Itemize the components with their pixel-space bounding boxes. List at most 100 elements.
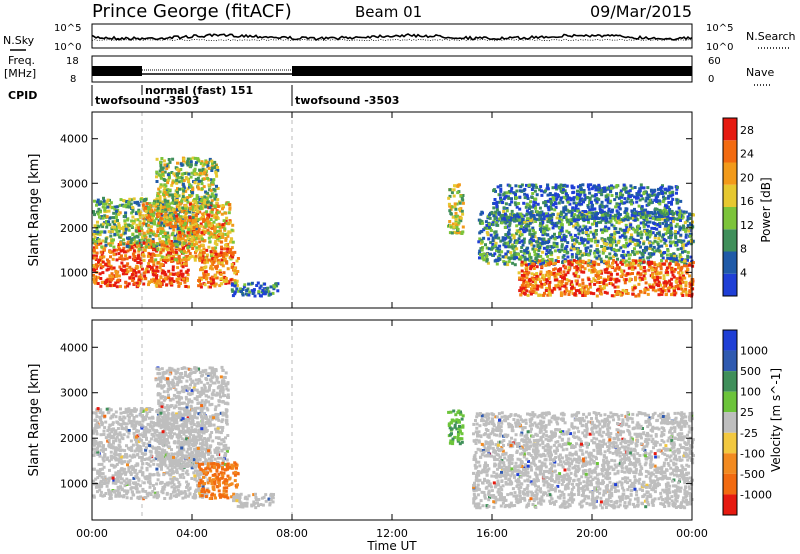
data-cell bbox=[489, 229, 493, 232]
data-cell bbox=[224, 211, 228, 215]
data-cell bbox=[205, 248, 209, 252]
data-cell bbox=[687, 229, 691, 233]
data-cell bbox=[188, 194, 192, 198]
data-cell bbox=[677, 259, 681, 263]
data-cell bbox=[688, 285, 692, 288]
data-cell bbox=[208, 178, 212, 182]
data-cell bbox=[558, 226, 562, 230]
data-cell bbox=[152, 246, 156, 250]
data-cell bbox=[615, 192, 618, 196]
data-cell bbox=[165, 220, 169, 224]
data-cell bbox=[176, 260, 180, 264]
data-cell bbox=[630, 213, 634, 217]
data-cell bbox=[141, 214, 145, 218]
data-cell bbox=[118, 265, 122, 269]
data-cell bbox=[601, 287, 605, 291]
data-cell bbox=[493, 230, 497, 234]
data-cell bbox=[653, 268, 657, 272]
data-cell bbox=[631, 265, 635, 269]
data-cell bbox=[641, 197, 645, 201]
data-cell bbox=[506, 250, 510, 254]
data-cell bbox=[203, 212, 207, 216]
data-cell bbox=[101, 271, 105, 275]
data-cell bbox=[568, 290, 572, 294]
data-cell bbox=[95, 227, 99, 231]
data-cell bbox=[553, 278, 557, 282]
data-cell bbox=[117, 244, 121, 248]
data-cell bbox=[510, 256, 514, 260]
data-cell bbox=[627, 253, 631, 257]
data-cell bbox=[578, 256, 582, 260]
data-cell bbox=[139, 258, 143, 262]
data-cell bbox=[542, 237, 546, 241]
data-cell bbox=[653, 227, 656, 230]
data-cell bbox=[525, 212, 529, 216]
data-cell bbox=[227, 281, 231, 285]
data-cell bbox=[602, 229, 606, 233]
data-cell bbox=[495, 219, 499, 223]
data-cell bbox=[136, 201, 140, 205]
data-cell bbox=[561, 273, 565, 277]
data-cell bbox=[671, 216, 675, 220]
data-cell bbox=[137, 210, 140, 214]
data-cell bbox=[105, 278, 109, 282]
data-cell bbox=[210, 227, 214, 230]
data-cell bbox=[259, 284, 263, 288]
data-cell bbox=[491, 223, 495, 227]
data-cell bbox=[691, 264, 695, 268]
data-cell bbox=[479, 219, 483, 223]
data-cell bbox=[661, 221, 665, 225]
data-cell bbox=[102, 199, 106, 203]
data-cell bbox=[684, 210, 688, 214]
data-cell bbox=[689, 222, 692, 226]
data-cell bbox=[176, 237, 180, 241]
data-cell bbox=[596, 274, 600, 278]
data-cell bbox=[688, 274, 692, 278]
data-cell bbox=[588, 285, 592, 289]
data-cell bbox=[606, 246, 610, 250]
data-cell bbox=[644, 208, 648, 212]
data-cell bbox=[563, 277, 566, 281]
data-cell bbox=[614, 249, 618, 252]
data-cell bbox=[555, 245, 559, 249]
data-cell bbox=[576, 197, 579, 201]
data-cell bbox=[560, 245, 564, 248]
data-cell bbox=[134, 226, 138, 230]
data-cell bbox=[554, 206, 558, 209]
data-cell bbox=[204, 224, 208, 228]
data-cell bbox=[541, 250, 545, 254]
data-cell bbox=[221, 235, 225, 239]
data-cell bbox=[641, 255, 645, 259]
data-cell bbox=[113, 274, 117, 278]
data-cell bbox=[613, 213, 617, 217]
data-cell bbox=[598, 281, 602, 284]
freq-right-tick-top: 60 bbox=[708, 56, 721, 67]
data-cell bbox=[582, 288, 586, 292]
data-cell bbox=[145, 216, 149, 220]
data-cell bbox=[569, 222, 573, 226]
data-cell bbox=[228, 219, 232, 223]
data-cell bbox=[175, 197, 179, 201]
data-cell bbox=[195, 236, 199, 240]
data-cell bbox=[555, 216, 559, 220]
data-cell bbox=[181, 237, 185, 241]
data-cell bbox=[142, 282, 146, 286]
data-cell bbox=[551, 186, 555, 190]
data-cell bbox=[653, 239, 657, 243]
data-cell bbox=[119, 198, 123, 202]
data-cell bbox=[607, 264, 611, 268]
data-cell bbox=[637, 193, 641, 197]
data-cell bbox=[212, 281, 216, 285]
data-cell bbox=[171, 268, 175, 272]
data-cell bbox=[199, 171, 203, 175]
data-cell bbox=[673, 243, 677, 247]
data-cell bbox=[170, 277, 174, 281]
data-cell bbox=[528, 290, 532, 294]
data-cell bbox=[162, 159, 166, 163]
data-cell bbox=[657, 192, 661, 196]
data-cell bbox=[566, 241, 570, 245]
data-cell bbox=[186, 179, 190, 183]
data-cell bbox=[638, 226, 642, 230]
data-cell bbox=[150, 266, 154, 270]
data-cell bbox=[565, 289, 569, 293]
